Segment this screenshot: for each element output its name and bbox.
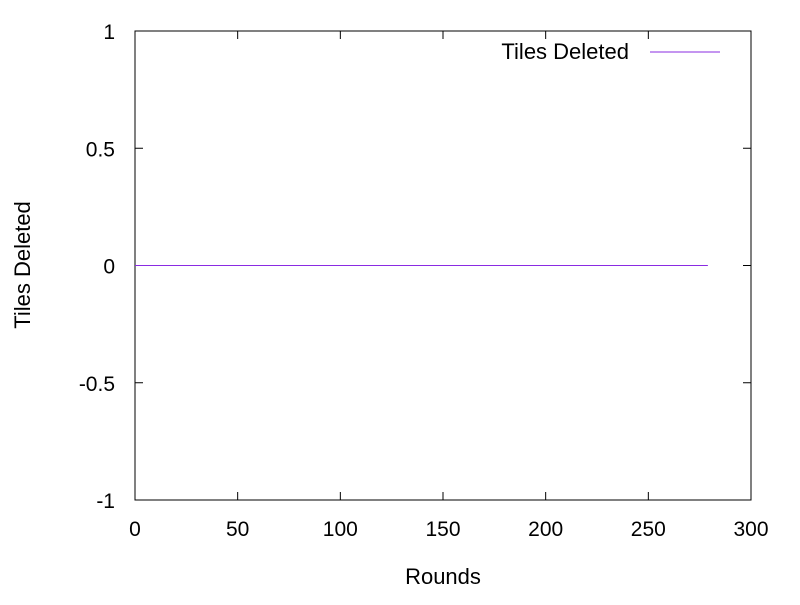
y-tick-label: 0.5 <box>86 138 115 161</box>
x-tick-label: 0 <box>129 518 141 541</box>
x-tick-label: 100 <box>323 518 358 541</box>
x-tick-label: 200 <box>528 518 563 541</box>
x-tick-label: 300 <box>733 518 768 541</box>
x-tick-label: 250 <box>631 518 666 541</box>
y-axis-title: Tiles Deleted <box>10 201 35 329</box>
x-tick-label: 150 <box>425 518 460 541</box>
legend: Tiles Deleted <box>501 39 720 64</box>
y-tick-label: -1 <box>96 490 115 513</box>
y-tick-label: 0 <box>103 256 115 279</box>
x-axis-title: Rounds <box>405 564 481 589</box>
x-tick-label: 50 <box>226 518 249 541</box>
axis-ticks: 0 50 100 150 200 250 300 -1 -0.5 0 0.5 1 <box>79 21 769 541</box>
y-tick-label: 1 <box>103 21 115 44</box>
y-tick-label: -0.5 <box>79 373 115 396</box>
legend-label: Tiles Deleted <box>501 39 629 64</box>
